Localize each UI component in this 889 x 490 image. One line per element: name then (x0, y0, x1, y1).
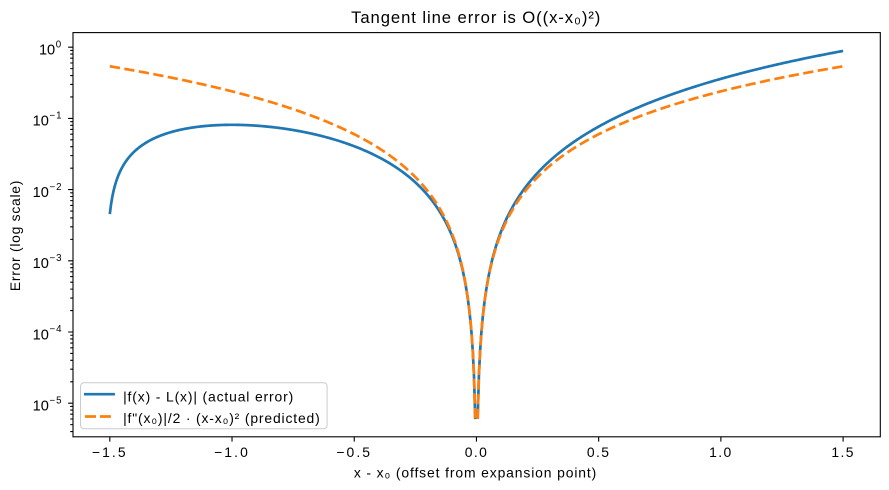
svg-text:1.5: 1.5 (831, 444, 854, 460)
svg-text:−1.0: −1.0 (214, 444, 250, 460)
svg-text:x - x₀ (offset from expansion: x - x₀ (offset from expansion point) (354, 464, 597, 480)
svg-text:1.0: 1.0 (709, 444, 732, 460)
svg-text:0.5: 0.5 (587, 444, 610, 460)
svg-text:Error (log scale): Error (log scale) (7, 180, 23, 291)
svg-text:−1.5: −1.5 (92, 444, 128, 460)
svg-text:|f"(x₀)|/2 · (x-x₀)² (predicte: |f"(x₀)|/2 · (x-x₀)² (predicted) (123, 410, 321, 426)
svg-text:−0.5: −0.5 (336, 444, 372, 460)
svg-text:Tangent line error is O((x-x₀): Tangent line error is O((x-x₀)²) (351, 8, 601, 27)
svg-text:0.0: 0.0 (465, 444, 488, 460)
svg-text:|f(x) - L(x)| (actual error): |f(x) - L(x)| (actual error) (123, 388, 294, 404)
